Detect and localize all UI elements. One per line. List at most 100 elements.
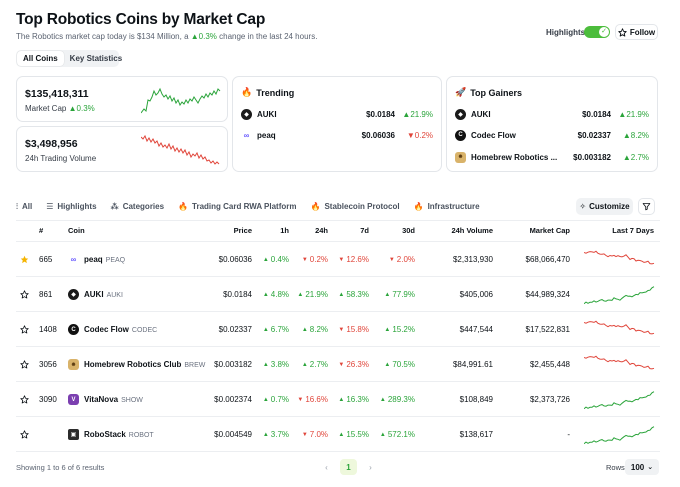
fire-icon: 🔥 (413, 202, 424, 211)
table-row[interactable]: 1408 C Codec Flow CODEC $0.02337 ▲ 6.7% ▲ 8.… (16, 311, 660, 346)
subtitle-text: The Robotics market cap today is $134 Mi… (16, 32, 191, 41)
table-row[interactable]: 3090 V VitaNova SHOW $0.002374 ▲ 0.7% ▼ 16.6… (16, 381, 660, 416)
chevron-right-icon: › (369, 462, 372, 472)
coin-name: Codec Flow (84, 325, 129, 334)
fire-icon: 🔥 (178, 202, 189, 211)
market-cap-card: $135,418,311 Market Cap ▲0.3% (16, 76, 228, 122)
favorite-star-icon[interactable] (20, 382, 29, 417)
category-stablecoin[interactable]: 🔥 Stablecoin Protocol (310, 202, 400, 211)
category-highlights[interactable]: ☰ Highlights (46, 202, 97, 211)
table-divider (16, 220, 660, 221)
auki-logo-icon: ◆ (455, 108, 466, 120)
filter-icon (642, 203, 651, 211)
chart-icon: ⫶ (16, 201, 18, 211)
col-30d[interactable]: 30d (402, 226, 415, 235)
table-row[interactable]: 665 ∞ peaq PEAQ $0.06036 ▲ 0.4% ▼ 0.2% ▼ 12.6%… (16, 241, 660, 276)
sparkline-7d (584, 320, 655, 334)
col-24h[interactable]: 24h (315, 226, 328, 235)
table-row[interactable]: ▣ RoboStack ROBOT $0.004549 ▲ 3.7% ▼ 7.0% ▲ 15… (16, 416, 660, 451)
gainer-item[interactable]: ◆ AUKI $0.0184 ▲21.9% (455, 107, 649, 121)
col-coin[interactable]: Coin (68, 226, 85, 235)
coin-rank: 3056 (39, 360, 57, 369)
peaq-logo-icon: ∞ (241, 129, 252, 141)
coin-cell[interactable]: ◆ AUKI AUKI (68, 277, 123, 312)
coin-price: $0.06036 (218, 255, 252, 264)
brew-logo-icon: ☻ (68, 359, 79, 370)
change-d7: ▲ 16.3% (338, 395, 369, 404)
page-subtitle: The Robotics market cap today is $134 Mi… (16, 32, 317, 41)
trending-item[interactable]: ◆ AUKI $0.0184 ▲21.9% (241, 107, 433, 121)
coin-cell[interactable]: ∞ peaq PEAQ (68, 242, 125, 277)
category-trading-card[interactable]: 🔥 Trading Card RWA Platform (178, 202, 297, 211)
category-all[interactable]: ⫶ All (16, 201, 33, 212)
favorite-star-icon[interactable] (20, 242, 29, 277)
coin-volume: $2,313,930 (452, 255, 493, 264)
change-h1: ▲ 3.8% (262, 360, 289, 369)
volume-value: $3,498,956 (25, 138, 78, 150)
coin-price: $0.0184 (223, 290, 252, 299)
favorite-star-icon[interactable] (20, 417, 29, 452)
coin-price: $0.02337 (218, 325, 252, 334)
coin-market-cap: $2,455,448 (529, 360, 570, 369)
view-tabs: All Coins Key Statistics (16, 50, 122, 67)
coin-name: Homebrew Robotics Club (84, 360, 182, 369)
coin-price: $0.003182 (214, 360, 252, 369)
highlights-toggle[interactable]: ✓ (584, 26, 610, 38)
col-volume[interactable]: 24h Volume (451, 226, 493, 235)
rows-label: Rows (606, 463, 625, 472)
check-icon: ✓ (599, 27, 609, 37)
col-market-cap[interactable]: Market Cap (529, 226, 570, 235)
category-infrastructure[interactable]: 🔥 Infrastructure (413, 202, 480, 211)
favorite-star-icon[interactable] (20, 312, 29, 347)
coin-name: VitaNova (84, 395, 119, 404)
favorite-star-icon[interactable] (20, 277, 29, 312)
col-1h[interactable]: 1h (280, 226, 289, 235)
col-7d[interactable]: 7d (360, 226, 369, 235)
gainer-item[interactable]: ☻ Homebrew Robotics ... $0.003182 ▲2.7% (455, 150, 649, 164)
coin-volume: $84,991.61 (452, 360, 493, 369)
change-d30: ▲ 77.9% (384, 290, 415, 299)
next-page-button[interactable]: › (362, 459, 379, 475)
filter-button[interactable] (638, 198, 655, 215)
rocket-icon: 🚀 (455, 87, 467, 97)
change-d30: ▲ 289.3% (379, 395, 415, 404)
sparkle-icon: ✧ (579, 202, 587, 211)
coin-symbol: BREW (184, 362, 206, 369)
top-gainers-panel: 🚀 Top Gainers ◆ AUKI $0.0184 ▲21.9% C Codec… (446, 76, 658, 172)
coin-symbol: PEAQ (105, 257, 126, 264)
prev-page-button[interactable]: ‹ (318, 459, 335, 475)
highlights-label: Highlights (546, 28, 586, 37)
market-cap-value: $135,418,311 (25, 88, 89, 100)
tab-key-statistics[interactable]: Key Statistics (69, 54, 123, 63)
coin-symbol: AUKI (106, 292, 123, 299)
coin-symbol: SHOW (121, 397, 143, 404)
change-h24: ▲ 21.9% (297, 290, 328, 299)
favorite-star-icon[interactable] (20, 347, 29, 382)
page-title: Top Robotics Coins by Market Cap (16, 11, 266, 28)
volume-sparkline (141, 134, 220, 165)
coin-cell[interactable]: V VitaNova SHOW (68, 382, 143, 417)
col-price[interactable]: Price (233, 226, 252, 235)
col-rank[interactable]: # (39, 226, 44, 235)
change-h1: ▲ 3.7% (262, 430, 289, 439)
sparkline-7d (584, 285, 655, 304)
coin-cell[interactable]: ☻ Homebrew Robotics Club BREW (68, 347, 205, 382)
rows-select[interactable]: 100 ⌄ (625, 459, 659, 475)
trending-item[interactable]: ∞ peaq $0.06036 ▼0.2% (241, 128, 433, 142)
gainer-item[interactable]: C Codec Flow $0.02337 ▲8.2% (455, 128, 649, 142)
robo-logo-icon: ▣ (68, 429, 79, 440)
change-h24: ▼ 7.0% (301, 430, 328, 439)
table-row[interactable]: 3056 ☻ Homebrew Robotics Club BREW $0.003… (16, 346, 660, 381)
tab-all-coins[interactable]: All Coins (17, 51, 64, 66)
codec-logo-icon: C (455, 129, 466, 141)
coin-cell[interactable]: C Codec Flow CODEC (68, 312, 157, 347)
category-categories[interactable]: ⁂ Categories (110, 202, 165, 211)
follow-label: Follow (629, 27, 656, 37)
coin-cell[interactable]: ▣ RoboStack ROBOT (68, 417, 154, 452)
customize-button[interactable]: ✧ Customize (576, 198, 633, 215)
follow-button[interactable]: Follow (615, 24, 658, 40)
shapes-icon: ⁂ (110, 202, 119, 211)
table-row[interactable]: 861 ◆ AUKI AUKI $0.0184 ▲ 4.8% ▲ 21.9% ▲ 58.3%… (16, 276, 660, 311)
sparkline-7d (584, 250, 655, 264)
page-button[interactable]: 1 (340, 459, 357, 475)
